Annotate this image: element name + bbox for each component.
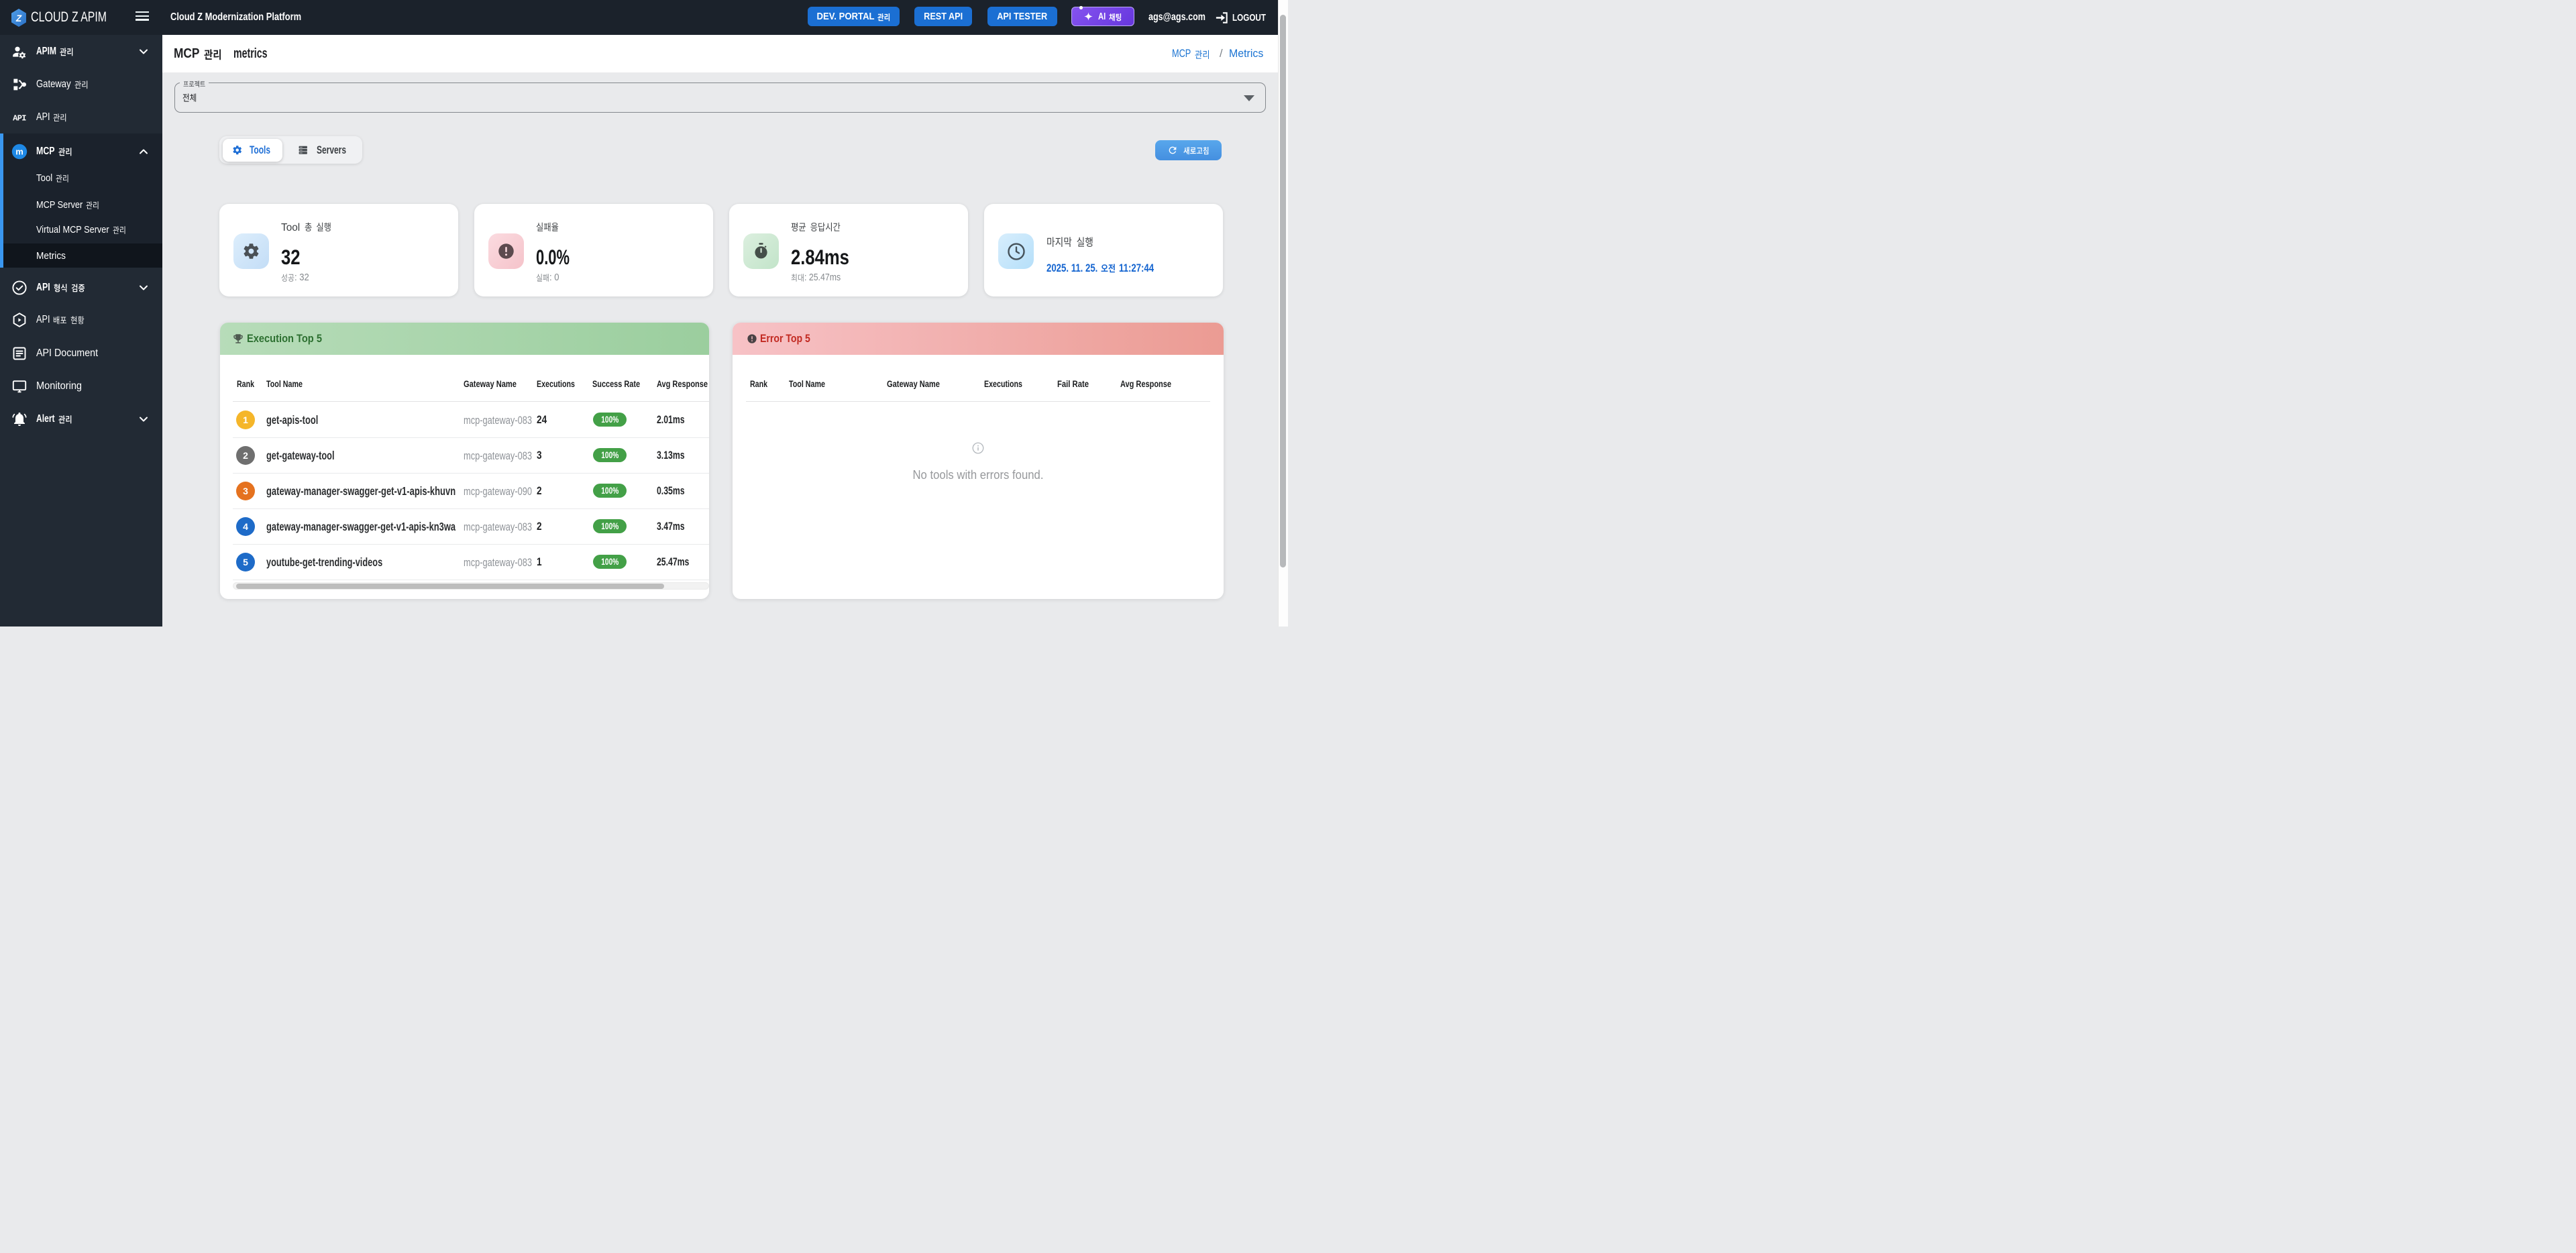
svg-text:m: m	[15, 146, 23, 156]
svg-text:API: API	[13, 114, 26, 123]
svg-text:Z: Z	[15, 13, 22, 23]
